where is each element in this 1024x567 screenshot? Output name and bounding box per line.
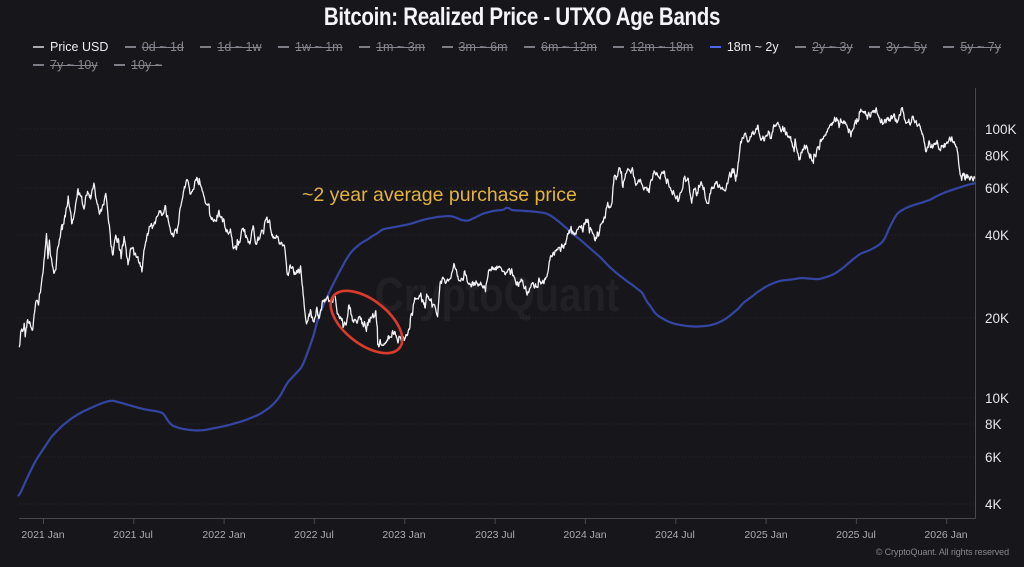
svg-text:2026 Jan: 2026 Jan <box>924 529 967 541</box>
svg-text:6K: 6K <box>985 450 1002 465</box>
svg-text:2022 Jul: 2022 Jul <box>294 529 334 541</box>
svg-text:10K: 10K <box>985 391 1009 406</box>
svg-text:80K: 80K <box>985 148 1009 163</box>
svg-text:~2 year average purchase price: ~2 year average purchase price <box>302 184 577 206</box>
svg-text:2021 Jan: 2021 Jan <box>21 529 64 541</box>
svg-text:20K: 20K <box>985 311 1009 326</box>
svg-text:60K: 60K <box>985 181 1009 196</box>
svg-text:2023 Jan: 2023 Jan <box>382 529 425 541</box>
svg-text:2021 Jul: 2021 Jul <box>113 529 153 541</box>
svg-text:8K: 8K <box>985 417 1002 432</box>
svg-text:40K: 40K <box>985 228 1009 243</box>
svg-text:2023 Jul: 2023 Jul <box>475 529 515 541</box>
svg-text:2022 Jan: 2022 Jan <box>202 529 245 541</box>
svg-text:100K: 100K <box>985 122 1017 137</box>
svg-text:2024 Jan: 2024 Jan <box>563 529 606 541</box>
svg-text:2025 Jan: 2025 Jan <box>744 529 787 541</box>
svg-text:CryptoQuant: CryptoQuant <box>375 269 620 322</box>
svg-text:2024 Jul: 2024 Jul <box>655 529 695 541</box>
svg-text:2025 Jul: 2025 Jul <box>836 529 876 541</box>
svg-text:4K: 4K <box>985 497 1002 512</box>
